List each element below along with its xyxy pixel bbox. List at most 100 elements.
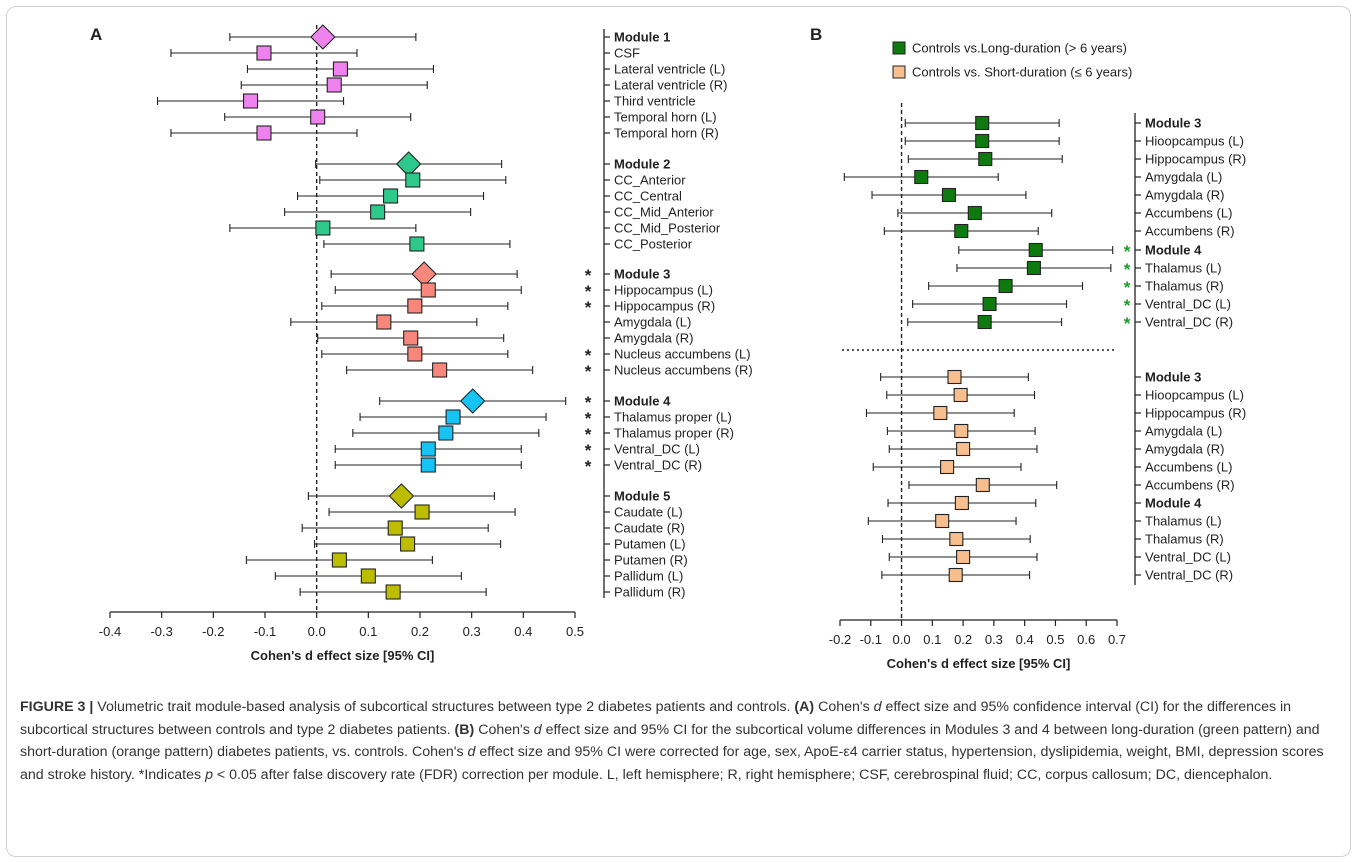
point-square [326, 77, 342, 93]
point-square [403, 330, 419, 346]
significance-star: * [585, 282, 592, 301]
caption-text: Volumetric trait module-based analysis o… [93, 699, 795, 715]
point-square [385, 584, 401, 600]
point-square [407, 298, 423, 314]
point-square [438, 425, 454, 441]
row-label: Hippocampus (L) [614, 283, 713, 298]
row-label: Thalamus proper (R) [614, 426, 734, 441]
row-label: Amygdala (R) [1145, 188, 1224, 203]
point-square [949, 531, 964, 547]
x-tick-label: 0.5 [566, 624, 584, 639]
significance-star: * [1124, 296, 1131, 315]
row-label: Temporal horn (R) [614, 126, 719, 141]
row-label: Lateral ventricle (L) [614, 62, 725, 77]
caption-italic-p: p [205, 766, 213, 783]
row-label: Amygdala (R) [614, 331, 693, 346]
point-square [256, 45, 272, 61]
point-square [941, 187, 957, 203]
forest-plot-figure: A B -0.4 -0.3 -0.2 -0.1 0.0 0.1 0.2 0.3 0.4 0.5 Cohe… [90, 24, 1246, 671]
panel-label-a: A [90, 25, 102, 44]
legend-label: Controls vs.Long-duration (> 6 years) [912, 41, 1127, 56]
row-label: CC_Central [614, 189, 682, 204]
point-diamond [411, 261, 437, 287]
point-square [360, 568, 376, 584]
row-label: Accumbens (R) [1145, 224, 1235, 239]
row-label: Hippocampus (R) [1145, 406, 1246, 421]
module-label: Module 4 [1145, 496, 1202, 511]
significance-star: * [585, 298, 592, 317]
row-label: Pallidum (R) [614, 585, 686, 600]
x-tick-label: 0.4 [514, 624, 532, 639]
x-tick-label: 0.2 [411, 624, 429, 639]
caption-panel-b-ref: (B) [454, 721, 475, 738]
panel-label-b: B [810, 25, 822, 44]
point-square [956, 549, 971, 565]
significance-star: * [585, 362, 592, 381]
row-label: CC_Anterior [614, 173, 686, 188]
point-square [407, 346, 423, 362]
point-square [387, 520, 403, 536]
module-label: Module 2 [614, 157, 670, 172]
row-label: Thalamus proper (L) [614, 410, 732, 425]
caption-text: < 0.05 after false discovery rate (FDR) … [212, 766, 1273, 783]
row-label: Ventral_DC (L) [1145, 550, 1231, 565]
point-square [954, 423, 969, 439]
caption-panel-a-ref: (A) [794, 699, 815, 715]
point-square [315, 220, 331, 236]
x-tick-label: 0.4 [1016, 632, 1034, 647]
significance-star: * [585, 409, 592, 428]
point-square [977, 314, 992, 330]
row-label: Accumbens (L) [1145, 460, 1232, 475]
row-label: Third ventricle [614, 94, 696, 109]
x-tick-label: 0.7 [1108, 632, 1126, 647]
point-square [409, 236, 425, 252]
module-label: Module 5 [614, 489, 670, 504]
row-label: CC_Mid_Anterior [614, 205, 714, 220]
point-square [953, 387, 968, 403]
x-tick-label: 0.6 [1077, 632, 1095, 647]
row-label: Temporal horn (L) [614, 110, 717, 125]
point-square [432, 362, 448, 378]
module-label: Module 1 [614, 30, 670, 45]
x-tick-label: 0.5 [1046, 632, 1064, 647]
significance-star: * [1124, 314, 1131, 333]
point-square [975, 477, 990, 493]
point-square [376, 314, 392, 330]
point-square [933, 405, 948, 421]
row-label: Accumbens (R) [1145, 478, 1235, 493]
point-diamond [310, 24, 336, 50]
point-square [978, 151, 993, 167]
x-tick-label: 0.1 [923, 632, 941, 647]
x-axis-title: Cohen's d effect size [95% CI] [887, 656, 1071, 671]
x-tick-label: -0.4 [99, 624, 121, 639]
row-label: Amygdala (L) [614, 315, 691, 330]
point-square [331, 552, 347, 568]
x-tick-label: 0.3 [985, 632, 1003, 647]
point-square [982, 296, 997, 312]
module-label: Module 4 [614, 394, 671, 409]
caption-italic-d: d [873, 699, 882, 715]
x-tick-label: -0.3 [150, 624, 172, 639]
row-label: Caudate (L) [614, 505, 683, 520]
significance-star: * [585, 393, 592, 412]
row-label: Thalamus (L) [1145, 514, 1222, 529]
point-square [914, 169, 929, 185]
module-label: Module 3 [614, 267, 670, 282]
point-square [414, 504, 430, 520]
x-tick-label: 0.3 [463, 624, 481, 639]
row-label: Nucleus accumbens (R) [614, 363, 753, 378]
module-label: Module 3 [1145, 116, 1201, 131]
row-label: CC_Posterior [614, 237, 693, 252]
x-tick-label: -0.2 [829, 632, 851, 647]
row-label: Putamen (R) [614, 553, 688, 568]
row-label: Hioopcampus (L) [1145, 388, 1244, 403]
point-square [998, 278, 1013, 294]
row-label: Ventral_DC (L) [614, 442, 700, 457]
point-diamond [459, 388, 486, 414]
row-label: Putamen (L) [614, 537, 686, 552]
significance-star: * [585, 457, 592, 476]
point-square [242, 93, 259, 109]
figure-frame [6, 6, 1351, 857]
row-label: Ventral_DC (R) [1145, 315, 1233, 330]
row-label: Caudate (R) [614, 521, 685, 536]
